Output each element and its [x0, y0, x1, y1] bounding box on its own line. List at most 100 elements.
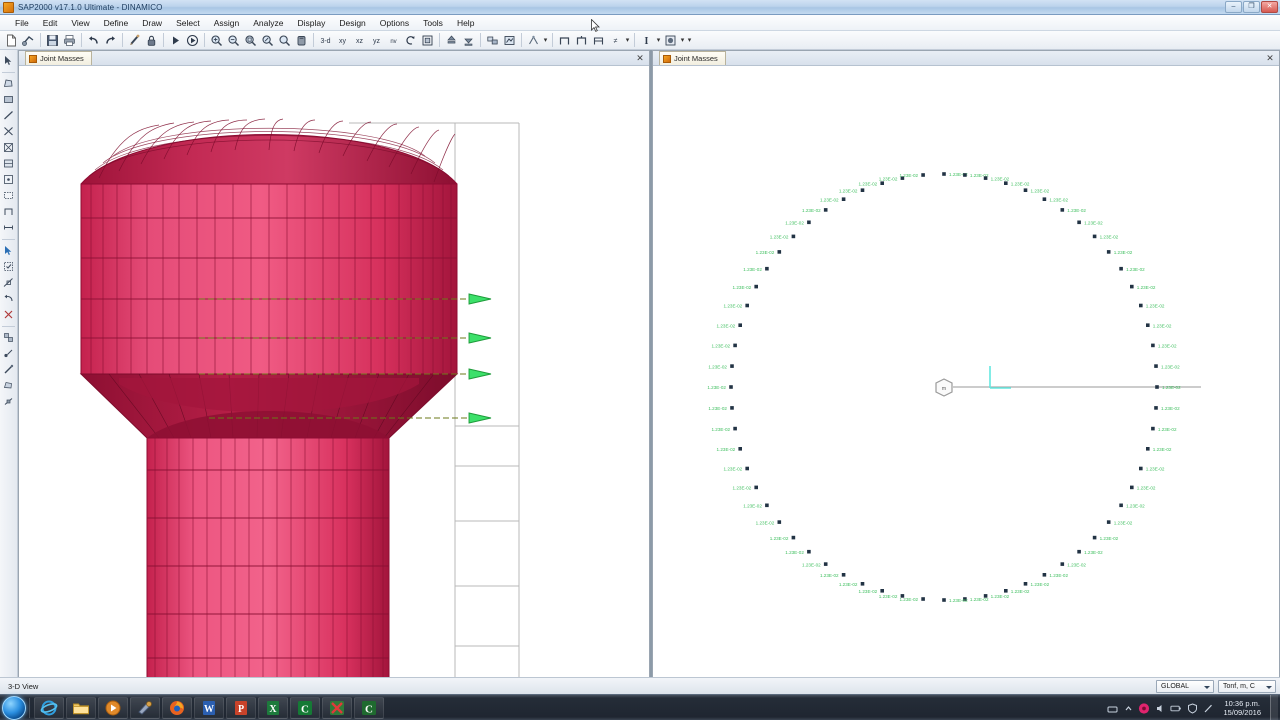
- zoom-extents-icon[interactable]: [260, 32, 276, 48]
- clear-selection-icon[interactable]: [1, 307, 16, 322]
- joint-point[interactable]: [1151, 343, 1155, 348]
- joint-point[interactable]: [1042, 573, 1047, 577]
- joint-point[interactable]: [1060, 562, 1065, 566]
- viewport-3d[interactable]: [19, 66, 649, 678]
- joint-point[interactable]: [1106, 250, 1111, 254]
- joint-point[interactable]: [921, 597, 925, 601]
- paint-icon[interactable]: [130, 696, 160, 719]
- joint-point[interactable]: [1130, 485, 1134, 490]
- chevron-down-icon[interactable]: ▾: [543, 37, 548, 44]
- joint-point[interactable]: [1130, 284, 1134, 289]
- show-desktop-button[interactable]: [1270, 695, 1278, 720]
- assign-joint-icon[interactable]: [1, 346, 16, 361]
- joint-point[interactable]: [860, 582, 865, 586]
- file-explorer-icon[interactable]: [66, 696, 96, 719]
- joint-point[interactable]: [1106, 520, 1111, 524]
- tab-joint-masses-plan[interactable]: Joint Masses: [659, 51, 726, 65]
- joint-point[interactable]: [807, 549, 811, 554]
- joint-point[interactable]: [1146, 323, 1150, 327]
- new-model-icon[interactable]: [4, 32, 20, 48]
- minimize-button[interactable]: –: [1225, 1, 1242, 13]
- section-cut-c-icon[interactable]: [591, 32, 607, 48]
- pen-icon[interactable]: [1202, 702, 1214, 714]
- open-file-icon[interactable]: [21, 32, 37, 48]
- joint-point[interactable]: [1151, 426, 1155, 431]
- joint-point[interactable]: [823, 562, 828, 566]
- joint-point[interactable]: [983, 594, 988, 598]
- display-icon[interactable]: [502, 32, 518, 48]
- section-cut-a-icon[interactable]: [557, 32, 573, 48]
- joint-point[interactable]: [1077, 220, 1081, 225]
- close-button[interactable]: ✕: [1261, 1, 1278, 13]
- zoom-window-icon[interactable]: [277, 32, 293, 48]
- joint-point[interactable]: [777, 250, 782, 254]
- move-up-icon[interactable]: [444, 32, 460, 48]
- view-3d-icon[interactable]: 3-d: [318, 32, 334, 48]
- assign-frame-icon[interactable]: [1, 362, 16, 377]
- zoom-in-icon[interactable]: [209, 32, 225, 48]
- run-now-icon[interactable]: [185, 32, 201, 48]
- pane-close-button-left[interactable]: ✕: [636, 53, 644, 63]
- joint-point[interactable]: [1155, 385, 1159, 389]
- joint-point[interactable]: [1092, 535, 1097, 540]
- camtasia-icon[interactable]: C: [290, 696, 320, 719]
- taskbar-clock[interactable]: 10:36 p.m. 15/09/2016: [1223, 699, 1261, 717]
- menu-help[interactable]: Help: [456, 17, 475, 28]
- start-button-icon[interactable]: [2, 695, 26, 720]
- quick-draw-area-icon[interactable]: [1, 156, 16, 171]
- camtasia-recorder-icon[interactable]: C: [354, 696, 384, 719]
- menu-edit[interactable]: Edit: [42, 17, 58, 28]
- chevron-down-icon[interactable]: ▾: [625, 37, 630, 44]
- undo-icon[interactable]: [86, 32, 102, 48]
- joint-point[interactable]: [1004, 181, 1008, 185]
- joint-point[interactable]: [733, 426, 737, 431]
- menu-options[interactable]: Options: [379, 17, 410, 28]
- run-analysis-icon[interactable]: [168, 32, 184, 48]
- viewport-plan[interactable]: m 1.23E-02 1.23E-02 1.23E-02 1.23E-02 1.23E-…: [653, 66, 1279, 678]
- joint-point[interactable]: [823, 208, 828, 212]
- draw-section-icon[interactable]: [1, 204, 16, 219]
- joint-point[interactable]: [738, 323, 742, 327]
- joint-point[interactable]: [963, 597, 967, 601]
- section-cut-b-icon[interactable]: [574, 32, 590, 48]
- draw-rect-icon[interactable]: [1, 188, 16, 203]
- joint-point[interactable]: [1023, 188, 1028, 192]
- joint-point[interactable]: [1139, 303, 1143, 308]
- tab-joint-masses-3d[interactable]: Joint Masses: [25, 51, 92, 65]
- joint-point[interactable]: [983, 176, 988, 180]
- assign-link-icon[interactable]: [1, 394, 16, 409]
- menu-display[interactable]: Display: [297, 17, 326, 28]
- joint-point[interactable]: [841, 573, 846, 577]
- pan-icon[interactable]: [294, 32, 310, 48]
- view-perspective-icon[interactable]: nv: [386, 32, 402, 48]
- joint-point[interactable]: [942, 598, 946, 602]
- joint-point[interactable]: [1077, 549, 1081, 554]
- joint-point[interactable]: [860, 188, 865, 192]
- joint-point[interactable]: [1146, 447, 1150, 451]
- media-player-icon[interactable]: [98, 696, 128, 719]
- joint-point[interactable]: [1154, 364, 1158, 368]
- joint-point[interactable]: [1119, 503, 1123, 508]
- joint-point[interactable]: [791, 535, 796, 540]
- draw-special-joint-icon[interactable]: [1, 172, 16, 187]
- select-group-icon[interactable]: [1, 330, 16, 345]
- menu-analyze[interactable]: Analyze: [253, 17, 284, 28]
- view-xy-icon[interactable]: xy: [335, 32, 351, 48]
- select-intersecting-icon[interactable]: [1, 275, 16, 290]
- pointer-select-icon[interactable]: [1, 243, 16, 258]
- refresh-window-icon[interactable]: [127, 32, 143, 48]
- joint-point[interactable]: [791, 234, 796, 239]
- maximize-button[interactable]: ❐: [1243, 1, 1260, 13]
- draw-poly-area-icon[interactable]: [1, 76, 16, 91]
- internet-explorer-icon[interactable]: [34, 696, 64, 719]
- menu-select[interactable]: Select: [176, 17, 200, 28]
- joint-point[interactable]: [880, 181, 884, 185]
- joint-point[interactable]: [729, 385, 733, 389]
- etabs-icon[interactable]: [322, 696, 352, 719]
- word-icon[interactable]: W: [194, 696, 224, 719]
- redo-icon[interactable]: [103, 32, 119, 48]
- security-icon[interactable]: [1186, 702, 1198, 714]
- view-yz-icon[interactable]: yz: [369, 32, 385, 48]
- assign-icon[interactable]: [485, 32, 501, 48]
- zoom-previous-icon[interactable]: [243, 32, 259, 48]
